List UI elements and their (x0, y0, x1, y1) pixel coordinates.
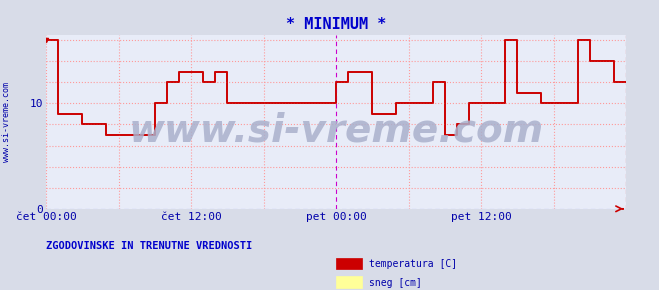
Text: ZGODOVINSKE IN TRENUTNE VREDNOSTI: ZGODOVINSKE IN TRENUTNE VREDNOSTI (46, 241, 252, 251)
Text: www.si-vreme.com: www.si-vreme.com (129, 111, 544, 150)
Text: sneg [cm]: sneg [cm] (369, 278, 422, 288)
Title: * MINIMUM *: * MINIMUM * (286, 17, 386, 32)
Text: temperatura [C]: temperatura [C] (369, 259, 457, 269)
Text: www.si-vreme.com: www.si-vreme.com (2, 82, 11, 162)
